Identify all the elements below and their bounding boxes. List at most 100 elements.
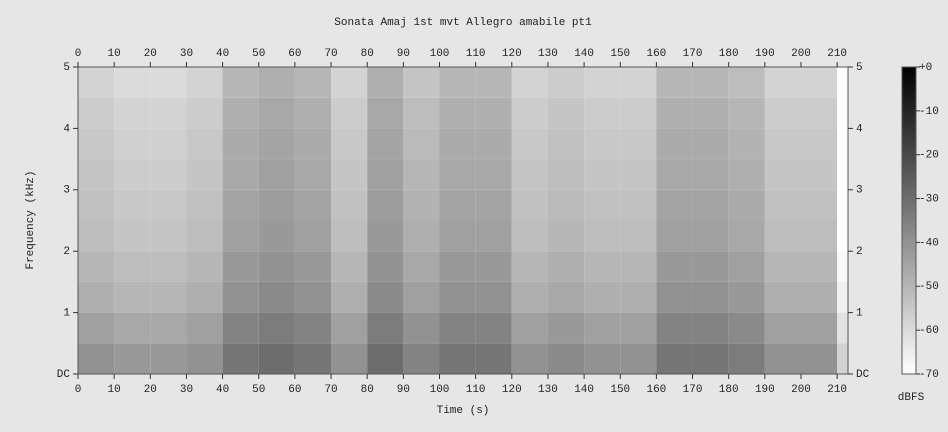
heat-cell — [78, 189, 115, 221]
heat-cell — [114, 312, 151, 344]
x-tick-label: 180 — [719, 48, 739, 60]
heat-cell — [150, 128, 187, 160]
x-tick-label: 40 — [216, 48, 229, 60]
heat-cell — [439, 159, 476, 190]
x-tick-label: 10 — [108, 48, 121, 60]
heat-cell — [78, 159, 115, 190]
heat-cell — [186, 67, 223, 98]
heat-cell — [78, 220, 115, 252]
heat-cell — [475, 220, 512, 252]
heat-cell — [656, 159, 693, 190]
heat-cell — [656, 189, 693, 221]
heat-cell — [367, 159, 404, 190]
heat-cell — [403, 251, 440, 282]
heat-cell — [511, 220, 548, 252]
heat-cell — [222, 312, 259, 344]
heat-cell — [258, 128, 295, 160]
heat-cell — [186, 128, 223, 160]
heat-cell — [620, 159, 657, 190]
heat-cell — [584, 97, 621, 129]
heat-cell — [764, 343, 802, 374]
heat-cell — [584, 220, 621, 252]
x-tick-label: 70 — [324, 384, 337, 396]
heat-cell — [547, 159, 585, 190]
heat-cell — [728, 343, 765, 374]
heat-cell — [511, 189, 548, 221]
x-tick-label: 60 — [288, 48, 301, 60]
heat-cell — [114, 159, 151, 190]
heat-cell — [403, 281, 440, 313]
heat-cell — [114, 189, 151, 221]
heat-cell — [620, 251, 657, 282]
heat-cell — [511, 67, 548, 98]
heat-cell — [475, 281, 512, 313]
heat-cell — [403, 189, 440, 221]
heat-cell — [439, 281, 476, 313]
heat-cell — [294, 128, 332, 160]
heat-cell — [547, 220, 585, 252]
heat-cell — [367, 281, 404, 313]
heat-cell — [547, 97, 585, 129]
y-tick-label: 4 — [63, 123, 70, 135]
heat-cell — [331, 67, 368, 98]
heat-cell — [801, 67, 838, 98]
y-tick-label: 3 — [856, 185, 863, 197]
x-tick-label: 140 — [574, 384, 594, 396]
x-tick-label: 50 — [252, 384, 265, 396]
heat-cell — [692, 312, 729, 344]
heat-cell — [656, 281, 693, 313]
heat-cell — [78, 67, 115, 98]
heat-cell — [584, 159, 621, 190]
heat-cell — [258, 251, 295, 282]
y-tick-label: 3 — [63, 185, 70, 197]
heat-cell — [186, 312, 223, 344]
heat-cell — [150, 67, 187, 98]
heat-cell — [186, 251, 223, 282]
heat-cell — [728, 312, 765, 344]
heat-cell — [222, 220, 259, 252]
heat-cell — [620, 67, 657, 98]
heat-cell — [728, 251, 765, 282]
heat-cell — [656, 251, 693, 282]
x-tick-label: 200 — [791, 48, 811, 60]
heat-cell — [114, 67, 151, 98]
heat-cell — [837, 343, 848, 374]
heat-cell — [656, 128, 693, 160]
x-tick-label: 40 — [216, 384, 229, 396]
colorbar-tick-label: -60 — [919, 325, 939, 337]
heat-cell — [475, 159, 512, 190]
heat-cell — [222, 343, 259, 374]
heat-cell — [294, 251, 332, 282]
heat-cell — [475, 128, 512, 160]
heat-cell — [222, 281, 259, 313]
colorbar-tick-label: -20 — [919, 150, 939, 162]
x-tick-label: 100 — [430, 384, 450, 396]
heat-cell — [764, 220, 802, 252]
y-tick-label: 2 — [63, 246, 70, 258]
y-tick-label: DC — [57, 369, 71, 381]
heat-cell — [511, 251, 548, 282]
heat-cell — [475, 67, 512, 98]
x-tick-label: 190 — [755, 48, 775, 60]
heat-cell — [294, 312, 332, 344]
heat-cell — [692, 189, 729, 221]
heat-cell — [547, 343, 585, 374]
heat-cell — [258, 97, 295, 129]
heat-cell — [150, 97, 187, 129]
colorbar-tick-label: -50 — [919, 281, 939, 293]
heat-cell — [186, 189, 223, 221]
heat-cell — [620, 343, 657, 374]
colorbar-label: dBFS — [898, 392, 925, 404]
heat-cell — [547, 312, 585, 344]
heat-cell — [728, 281, 765, 313]
heat-cell — [547, 189, 585, 221]
heat-cell — [547, 128, 585, 160]
heat-cell — [728, 97, 765, 129]
heat-cell — [475, 312, 512, 344]
heat-cell — [78, 281, 115, 313]
x-tick-label: 50 — [252, 48, 265, 60]
heat-cell — [692, 281, 729, 313]
heat-cell — [439, 189, 476, 221]
heat-cell — [511, 159, 548, 190]
